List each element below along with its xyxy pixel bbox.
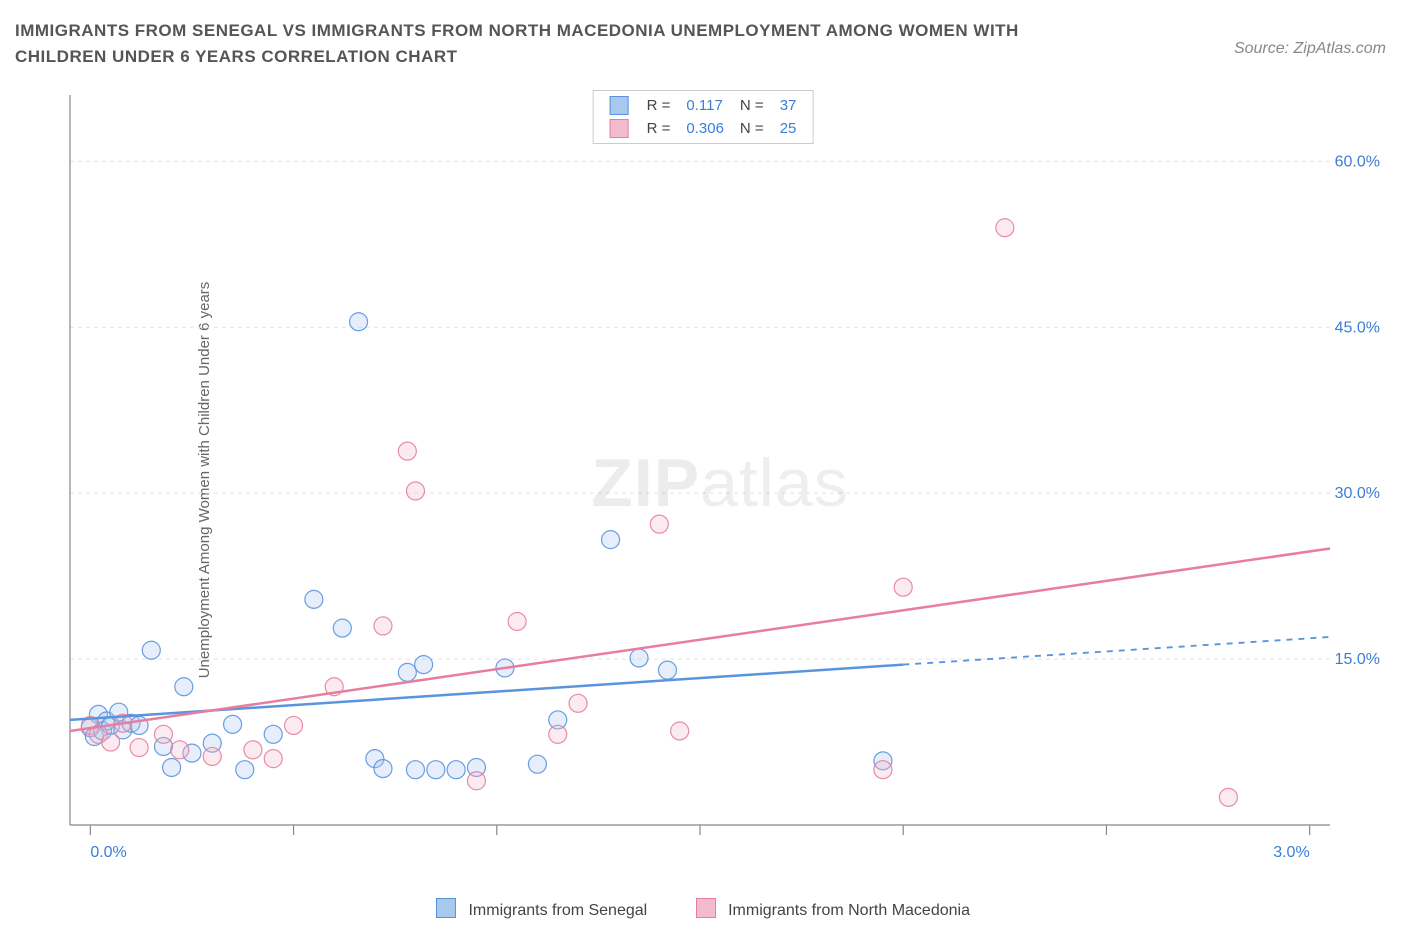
- svg-text:15.0%: 15.0%: [1335, 651, 1380, 668]
- swatch-senegal-icon: [436, 898, 456, 918]
- chart-svg: 15.0% 30.0% 45.0% 60.0% 0.0% 3.0%: [55, 85, 1385, 880]
- legend-n-label: N =: [732, 117, 772, 140]
- series-legend: Immigrants from Senegal Immigrants from …: [0, 898, 1406, 920]
- chart-source: Source: ZipAtlas.com: [1234, 40, 1386, 58]
- svg-text:0.0%: 0.0%: [90, 844, 126, 861]
- svg-text:3.0%: 3.0%: [1273, 844, 1309, 861]
- legend-row-senegal: R = 0.117 N = 37: [602, 94, 805, 117]
- svg-text:30.0%: 30.0%: [1335, 485, 1380, 502]
- svg-text:45.0%: 45.0%: [1335, 319, 1380, 336]
- legend-item-nmacedonia: Immigrants from North Macedonia: [696, 898, 970, 920]
- legend-r-value-nmacedonia: 0.306: [678, 117, 732, 140]
- scatter-plot: 15.0%30.0%45.0%60.0%0.0%3.0% ZIPatlas: [55, 85, 1385, 880]
- legend-row-nmacedonia: R = 0.306 N = 25: [602, 117, 805, 140]
- swatch-senegal: [610, 96, 629, 115]
- svg-text:60.0%: 60.0%: [1335, 153, 1380, 170]
- swatch-nmacedonia: [610, 119, 629, 138]
- correlation-legend: R = 0.117 N = 37 R = 0.306 N = 25: [593, 90, 814, 144]
- legend-n-label: N =: [732, 94, 772, 117]
- legend-label-senegal: Immigrants from Senegal: [468, 902, 647, 919]
- legend-label-nmacedonia: Immigrants from North Macedonia: [728, 902, 970, 919]
- legend-r-label: R =: [639, 117, 679, 140]
- legend-r-value-senegal: 0.117: [678, 94, 732, 117]
- legend-n-value-nmacedonia: 25: [772, 117, 805, 140]
- legend-n-value-senegal: 37: [772, 94, 805, 117]
- swatch-nmacedonia-icon: [696, 898, 716, 918]
- legend-r-label: R =: [639, 94, 679, 117]
- chart-title: IMMIGRANTS FROM SENEGAL VS IMMIGRANTS FR…: [15, 18, 1065, 71]
- legend-item-senegal: Immigrants from Senegal: [436, 898, 647, 920]
